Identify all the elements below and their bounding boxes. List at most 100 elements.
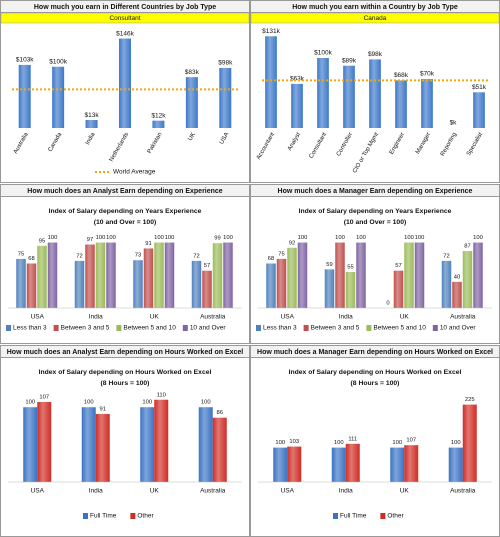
bar — [273, 447, 288, 482]
panel-header — [0, 184, 250, 197]
value-label: 72 — [443, 253, 449, 259]
bar — [324, 269, 335, 308]
chart-subtitle: (10 and Over = 100) — [94, 219, 157, 226]
bar — [297, 242, 308, 308]
bar — [52, 66, 65, 128]
value-label: 100 — [473, 235, 483, 241]
legend-swatch — [333, 513, 338, 519]
value-label: 100 — [451, 440, 461, 446]
bar — [462, 404, 477, 482]
bar — [81, 407, 96, 482]
bar — [23, 407, 38, 482]
value-label: $103k — [16, 57, 34, 64]
bar — [152, 120, 165, 128]
legend-swatch — [182, 325, 188, 331]
filter-band — [250, 12, 500, 24]
value-label: $51k — [472, 84, 487, 91]
bar — [265, 36, 277, 128]
x-tick-label: India — [339, 314, 353, 321]
x-tick-label: USA — [31, 488, 45, 495]
legend-label: Between 3 and 5 — [311, 325, 360, 332]
value-label: $98k — [218, 60, 233, 67]
value-label: 100 — [84, 400, 94, 406]
value-label: $63k — [290, 76, 305, 83]
value-label: $83k — [185, 69, 200, 76]
x-tick-label: Consultant — [309, 132, 329, 160]
value-label: 100 — [335, 235, 345, 241]
bar — [95, 413, 110, 482]
value-label: $98k — [368, 51, 383, 58]
bar — [154, 399, 169, 482]
value-label: $12k — [151, 112, 166, 119]
bar — [26, 263, 37, 308]
panel-title: How much does an Analyst Earn depending … — [27, 188, 222, 195]
value-label: 100 — [201, 400, 211, 406]
value-label: 100 — [165, 235, 175, 241]
value-label: $100k — [49, 58, 67, 65]
bar — [473, 242, 483, 308]
bar — [345, 443, 360, 482]
bar — [335, 242, 345, 308]
x-tick-label: Accountant — [256, 132, 276, 161]
bar — [140, 407, 155, 482]
bar — [331, 447, 346, 482]
bar — [37, 401, 52, 482]
panel-title: How much does a Manager Earn depending o… — [278, 188, 473, 195]
bar — [291, 83, 303, 128]
value-label: 100 — [142, 400, 152, 406]
x-tick-label: UK — [188, 132, 197, 142]
value-label: $100k — [314, 50, 332, 57]
bar — [266, 263, 276, 308]
x-tick-label: USA — [219, 132, 230, 146]
legend-swatch — [303, 325, 309, 331]
x-tick-label: India — [339, 488, 353, 495]
legend-label: Less than 3 — [13, 325, 47, 332]
bar — [393, 270, 404, 308]
value-label: 59 — [326, 262, 332, 268]
bar — [452, 281, 462, 308]
x-tick-label: CIO or Top Mgmt — [352, 132, 380, 175]
value-label: 40 — [454, 274, 460, 280]
legend-swatch — [380, 513, 386, 519]
legend-swatch — [6, 325, 11, 331]
bar — [287, 247, 297, 308]
value-label: $89k — [342, 57, 357, 64]
bar — [414, 242, 425, 308]
x-tick-label: Pakistan — [147, 132, 164, 155]
value-label: 100 — [96, 235, 106, 241]
legend-label: Less than 3 — [263, 325, 297, 332]
value-label: $68k — [394, 72, 409, 79]
value-label: $70k — [420, 71, 435, 78]
bar — [390, 447, 405, 482]
legend-label: Between 3 and 5 — [61, 325, 110, 332]
bar — [85, 244, 95, 308]
chart-subtitle: Index of Salary depending on Hours Worke… — [289, 369, 462, 376]
x-tick-label: Australia — [450, 314, 476, 321]
bar — [369, 59, 381, 128]
chart-subtitle: (8 Hours = 100) — [351, 380, 400, 387]
bar — [154, 242, 164, 308]
legend-swatch — [53, 325, 59, 331]
x-tick-label: UK — [400, 314, 410, 321]
value-label: $146k — [116, 30, 134, 37]
bar — [448, 447, 463, 482]
legend-swatch — [432, 325, 438, 331]
bar — [37, 245, 47, 308]
legend-label: Other — [137, 513, 154, 520]
x-tick-label: Australia — [200, 314, 226, 321]
x-tick-label: Engineer — [389, 132, 406, 156]
x-tick-label: India — [89, 488, 103, 495]
bar — [191, 260, 202, 308]
x-tick-label: UK — [150, 488, 160, 495]
legend-swatch — [116, 325, 122, 331]
x-tick-label: UK — [150, 314, 160, 321]
x-tick-label: India — [85, 131, 97, 146]
value-label: 55 — [347, 265, 353, 271]
bar — [287, 446, 302, 482]
value-label: 57 — [204, 263, 210, 269]
panel-title: How much does an Analyst Earn depending … — [7, 349, 244, 356]
value-label: 100 — [48, 235, 58, 241]
value-label: 100 — [275, 440, 285, 446]
bar — [202, 270, 212, 308]
bar — [317, 58, 329, 128]
